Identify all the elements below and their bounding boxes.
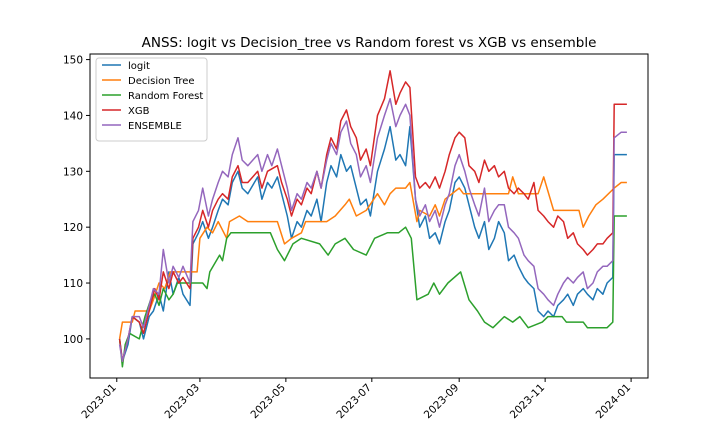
axes-frame — [89, 53, 649, 379]
series-line-2 — [118, 215, 627, 368]
legend-entry-label: Random Forest — [128, 91, 203, 102]
y-tick-label: 140 — [63, 110, 83, 122]
plot-area — [118, 70, 627, 368]
legend-entry-label: logit — [128, 61, 150, 72]
legend: logit Decision Tree Random Forest XGB ENSEMB… — [95, 57, 208, 142]
y-tick-label: 100 — [63, 334, 83, 346]
series-line-3 — [118, 70, 627, 362]
y-tick-label: 150 — [63, 55, 83, 67]
legend-entry-label: ENSEMBLE — [128, 121, 182, 132]
y-tick-label: 120 — [63, 222, 83, 234]
series-line-4 — [118, 97, 627, 362]
legend-box — [95, 57, 208, 142]
chart-title: ANSS: logit vs Decision_tree vs Random f… — [142, 35, 597, 51]
y-tick-label: 110 — [63, 278, 83, 290]
legend-entry-label: XGB — [128, 106, 150, 117]
legend-entry-label: Decision Tree — [128, 76, 195, 87]
y-tick-label: 130 — [63, 166, 83, 178]
series-line-0 — [118, 125, 627, 362]
